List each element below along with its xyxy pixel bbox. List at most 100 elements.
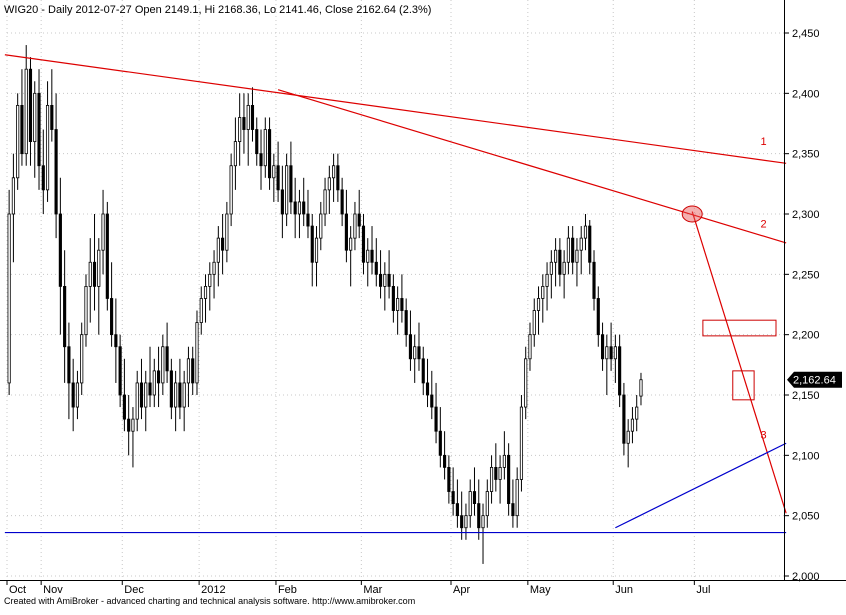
annotation-layer <box>681 205 777 401</box>
x-tick-label: Mar <box>363 584 382 596</box>
y-tick-label: 2,400 <box>792 88 820 100</box>
candle-body <box>118 346 122 396</box>
candle-body <box>174 382 178 408</box>
y-tick-label: 2,250 <box>792 269 820 281</box>
candle-body <box>349 237 353 251</box>
y-tick-label: 2,150 <box>792 390 820 402</box>
candle-body <box>562 261 566 275</box>
candle-body <box>494 466 498 480</box>
y-tick-label: 2,100 <box>792 450 820 462</box>
candle-body <box>216 237 220 263</box>
x-tick-label: 2012 <box>201 584 225 596</box>
candle-body <box>75 382 80 408</box>
candle-body <box>498 466 502 480</box>
candle-body <box>152 370 156 396</box>
candle-body <box>135 382 139 420</box>
candle-body <box>199 298 203 324</box>
grid-layer <box>6 0 784 580</box>
candle-body <box>233 141 237 167</box>
candle-body <box>357 213 361 227</box>
x-tick-label: Dec <box>124 584 144 596</box>
candle-body <box>92 261 97 287</box>
candle-body <box>33 92 37 143</box>
candle-body <box>464 515 468 529</box>
x-tick-label: May <box>530 584 551 596</box>
highlight-box <box>732 370 755 401</box>
candle-body <box>7 213 11 384</box>
candle-body <box>554 249 558 263</box>
candle-body <box>250 105 255 130</box>
candle-body <box>267 129 272 179</box>
x-tick-label: Jun <box>615 584 633 596</box>
candle-body <box>605 346 609 360</box>
candle-body <box>110 298 114 336</box>
candle-body <box>596 298 600 336</box>
candle-body <box>101 213 105 251</box>
y-tick-label: 2,000 <box>792 571 820 583</box>
candle-body <box>80 334 84 384</box>
candle-body <box>332 165 336 179</box>
candle-body <box>366 249 370 263</box>
candle-body <box>212 261 216 275</box>
candle-body <box>259 153 263 167</box>
candle-body <box>344 213 348 251</box>
candle-body <box>588 225 592 263</box>
candle-body <box>182 382 186 408</box>
candle-body <box>310 225 314 263</box>
candle-body <box>45 105 50 191</box>
candle-body <box>54 129 58 215</box>
candle-body <box>468 491 472 517</box>
candle-body <box>314 237 319 263</box>
candle-body <box>528 334 532 360</box>
candle-body <box>545 273 549 287</box>
footer-credit: Created with AmiBroker - advanced charti… <box>4 596 416 606</box>
candle-body <box>67 346 71 384</box>
candle-body <box>609 346 613 360</box>
candle-body <box>127 418 131 432</box>
x-tick-label: Oct <box>9 584 26 596</box>
candle-body <box>229 165 233 215</box>
candle-body <box>536 298 541 311</box>
candle-body <box>88 261 92 287</box>
candle-body <box>460 515 464 529</box>
candle-body <box>451 491 455 504</box>
candle-body <box>280 189 284 215</box>
last-close-label: 2,162.64 <box>793 375 836 387</box>
candle-body <box>293 201 297 215</box>
candle-body <box>20 105 24 155</box>
candle-body <box>208 273 212 287</box>
candle-body <box>246 105 250 130</box>
y-tick-label: 2,450 <box>792 28 820 40</box>
y-tick-label: 2,300 <box>792 209 820 221</box>
candle-body <box>131 418 135 432</box>
candle-body <box>340 189 344 215</box>
candle-body <box>472 491 477 504</box>
candle-body <box>161 346 165 384</box>
candle-body <box>421 358 425 384</box>
candle-body <box>238 117 242 143</box>
candle-body <box>391 285 395 311</box>
candle-body <box>575 249 579 263</box>
candle-body <box>489 466 494 492</box>
candle-body <box>400 298 404 311</box>
candle-body <box>225 213 229 251</box>
candle-body <box>195 322 199 384</box>
candle-body <box>571 237 575 263</box>
candle-body <box>71 382 75 408</box>
candle-body <box>361 225 366 263</box>
candle-body <box>558 249 562 275</box>
candle-body <box>408 334 413 360</box>
candle-body <box>63 285 67 348</box>
candle-body <box>600 334 605 360</box>
candle-body <box>438 430 442 456</box>
x-tick-label: Feb <box>278 584 297 596</box>
candle-body <box>84 285 88 336</box>
candle-body <box>255 129 259 155</box>
candle-body <box>114 334 118 348</box>
x-tick-label: Nov <box>43 584 63 596</box>
candle-body <box>639 379 643 397</box>
candle-body <box>16 105 20 179</box>
candle-body <box>323 189 327 215</box>
candle-body <box>122 394 126 420</box>
